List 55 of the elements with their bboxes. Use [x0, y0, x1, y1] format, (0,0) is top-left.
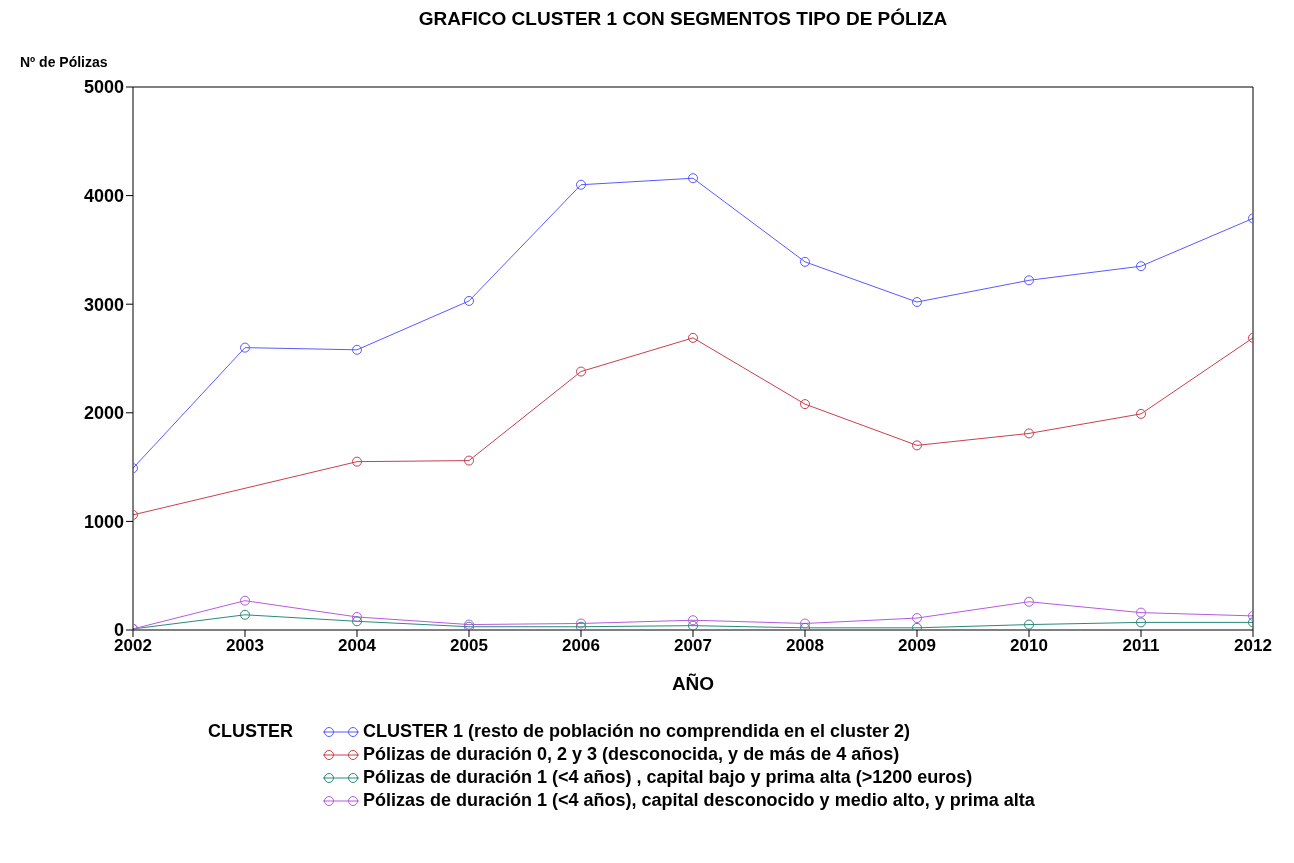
- point: [688, 332, 698, 343]
- x-tick-label: 2002: [114, 636, 152, 656]
- x-tick-label: 2010: [1010, 636, 1048, 656]
- legend-label: Pólizas de duración 1 (<4 años) , capital bajo y prima alta (>1200 euros): [363, 767, 973, 788]
- point: [912, 297, 922, 308]
- point: [352, 456, 362, 467]
- legend-label: CLUSTER 1 (resto de población no comprendida en el cluster 2): [363, 721, 911, 742]
- x-tick-label: 2009: [898, 636, 936, 656]
- x-tick-label: 2012: [1234, 636, 1272, 656]
- legend-label: Pólizas de duración 1 (<4 años), capital desconocido y medio alto, y prima alta: [363, 790, 1035, 811]
- y-tick-label: 1000: [83, 511, 124, 532]
- point: [464, 455, 474, 466]
- point: [1024, 619, 1034, 630]
- point: [800, 618, 810, 629]
- x-tick-label: 2008: [786, 636, 824, 656]
- legend-label: Pólizas de duración 0, 2 y 3 (desconocida, y de más de 4 años): [363, 744, 900, 765]
- point: [240, 609, 250, 620]
- y-tick-label: 2000: [83, 403, 124, 424]
- point: [1024, 428, 1034, 439]
- point: [1136, 617, 1146, 628]
- point: [352, 616, 362, 627]
- y-tick-label: 3000: [83, 294, 124, 315]
- point: [576, 179, 586, 190]
- point: [800, 399, 810, 410]
- point: [1024, 275, 1034, 286]
- point: [576, 366, 586, 377]
- point: [800, 622, 810, 630]
- y-tick-label: 4000: [83, 185, 124, 206]
- point: [912, 622, 922, 630]
- point: [1024, 596, 1034, 607]
- point: [464, 295, 474, 306]
- point: [352, 344, 362, 355]
- point: [1136, 607, 1146, 618]
- x-tick-label: 2007: [674, 636, 712, 656]
- point: [912, 613, 922, 624]
- point: [688, 620, 698, 630]
- point: [240, 595, 250, 606]
- point: [688, 173, 698, 184]
- y-tick-label: 5000: [83, 77, 124, 98]
- x-tick-label: 2011: [1122, 636, 1160, 656]
- x-tick-label: 2006: [562, 636, 600, 656]
- point: [1136, 261, 1146, 272]
- y-axis-title: Nº de Pólizas: [20, 54, 108, 70]
- point: [240, 342, 250, 353]
- point: [1136, 408, 1146, 419]
- x-tick-label: 2004: [338, 636, 377, 656]
- point: [912, 440, 922, 451]
- legend-title: CLUSTER: [208, 721, 294, 742]
- x-tick-label: 2003: [226, 636, 264, 656]
- point: [352, 611, 362, 622]
- x-tick-label: 2005: [450, 636, 488, 656]
- chart-title: GRAFICO CLUSTER 1 CON SEGMENTOS TIPO DE PÓLIZA: [417, 8, 949, 30]
- point: [688, 615, 698, 626]
- x-axis-title: AÑO: [671, 673, 715, 694]
- point: [800, 256, 810, 267]
